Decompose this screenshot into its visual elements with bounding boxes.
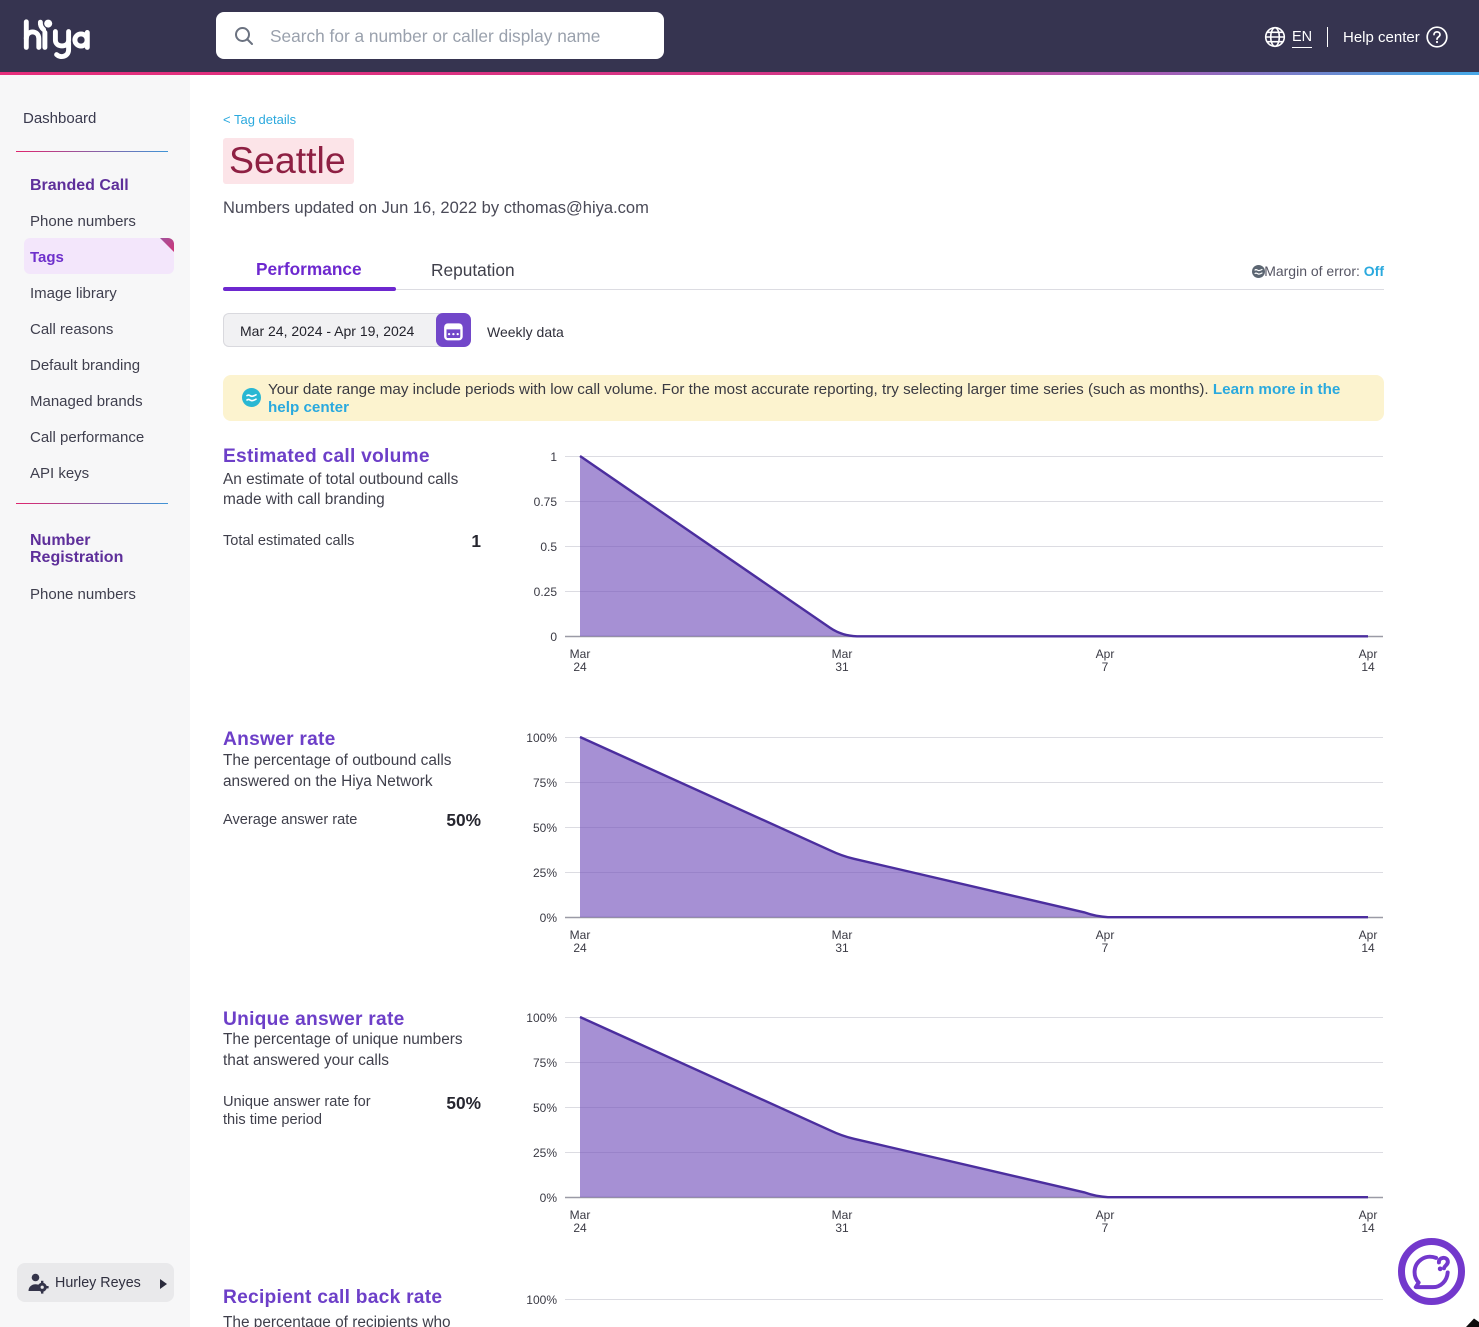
svg-text:Apr: Apr (1096, 928, 1115, 942)
svg-text:100%: 100% (526, 1293, 557, 1307)
svg-text:25%: 25% (533, 866, 557, 880)
svg-text:0: 0 (550, 630, 557, 644)
svg-text:Apr: Apr (1096, 1208, 1115, 1222)
svg-text:0.25: 0.25 (534, 585, 558, 599)
svg-text:14: 14 (1361, 941, 1375, 955)
svg-text:14: 14 (1361, 660, 1375, 674)
svg-text:Apr: Apr (1359, 647, 1378, 661)
svg-text:50%: 50% (533, 821, 557, 835)
svg-text:24: 24 (573, 1221, 587, 1235)
svg-text:Mar: Mar (570, 928, 591, 942)
svg-text:7: 7 (1102, 1221, 1109, 1235)
svg-text:0%: 0% (540, 1191, 558, 1205)
svg-text:24: 24 (573, 660, 587, 674)
svg-text:75%: 75% (533, 776, 557, 790)
svg-text:7: 7 (1102, 941, 1109, 955)
svg-text:Apr: Apr (1359, 928, 1378, 942)
svg-text:31: 31 (835, 1221, 849, 1235)
svg-text:0.75: 0.75 (534, 495, 558, 509)
svg-text:25%: 25% (533, 1146, 557, 1160)
svg-text:Mar: Mar (832, 647, 853, 661)
svg-text:100%: 100% (526, 731, 557, 745)
svg-text:100%: 100% (526, 1011, 557, 1025)
svg-text:Mar: Mar (570, 647, 591, 661)
svg-text:0.5: 0.5 (540, 540, 557, 554)
svg-text:31: 31 (835, 941, 849, 955)
svg-text:Apr: Apr (1096, 647, 1115, 661)
svg-text:75%: 75% (533, 1056, 557, 1070)
svg-text:7: 7 (1102, 660, 1109, 674)
svg-text:0%: 0% (540, 911, 558, 925)
svg-text:Mar: Mar (832, 928, 853, 942)
svg-text:24: 24 (573, 941, 587, 955)
svg-text:Mar: Mar (832, 1208, 853, 1222)
svg-text:31: 31 (835, 660, 849, 674)
svg-text:1: 1 (550, 450, 557, 464)
svg-text:Apr: Apr (1359, 1208, 1378, 1222)
svg-text:50%: 50% (533, 1101, 557, 1115)
svg-text:Mar: Mar (570, 1208, 591, 1222)
svg-text:14: 14 (1361, 1221, 1375, 1235)
